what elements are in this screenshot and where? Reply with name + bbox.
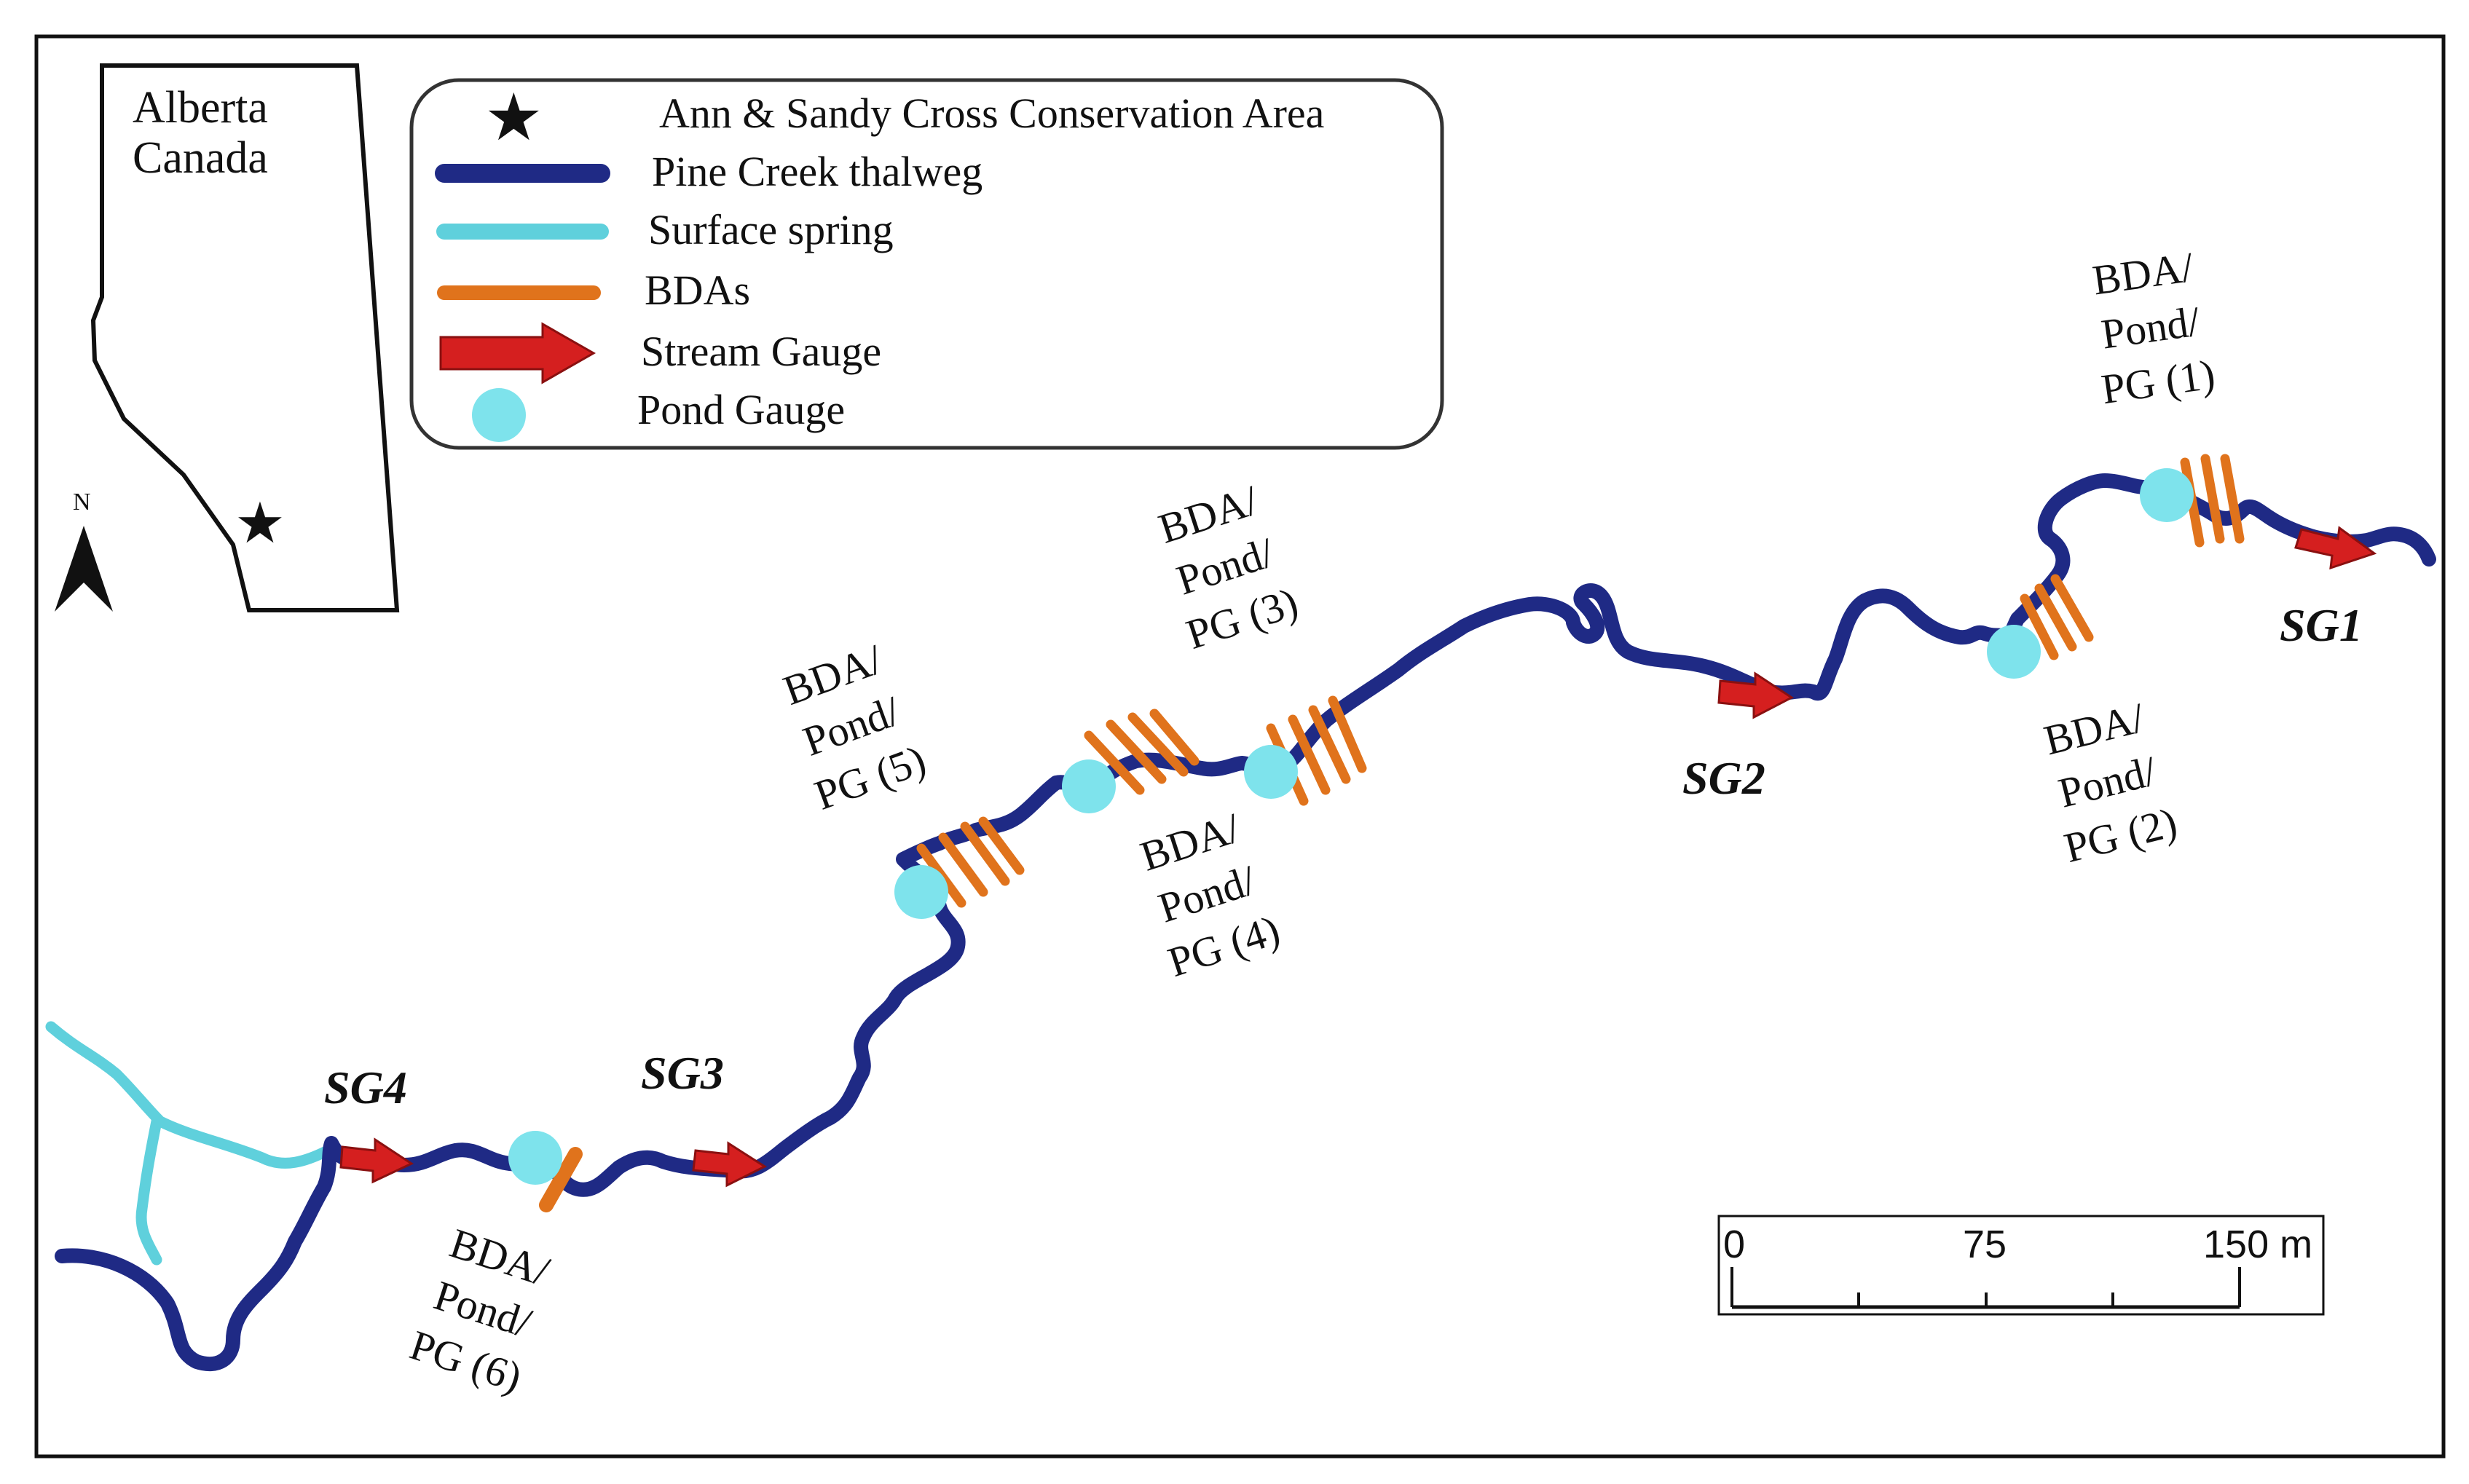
pond-gauge-5	[894, 865, 948, 919]
legend-label-4: Stream Gauge	[641, 328, 881, 375]
pond-gauge-3	[1244, 745, 1298, 799]
sg-label-1: SG1	[2280, 599, 2363, 651]
inset-map: Alberta Canada ★	[90, 63, 400, 612]
pond-gauges	[508, 468, 2194, 1185]
stream-gauge-arrow-sg3	[692, 1141, 768, 1188]
legend-label-5: Pond Gauge	[637, 386, 845, 433]
pond-gauge-2	[1987, 625, 2041, 679]
legend-box	[409, 78, 1444, 450]
bda-structure-6	[539, 1147, 583, 1212]
legend-circle-icon	[472, 388, 526, 442]
legend-label-2: Surface spring	[648, 206, 894, 253]
bda-structure-4	[1084, 709, 1200, 795]
star-icon: ★	[235, 491, 286, 555]
inset-country-label: Canada	[133, 133, 268, 183]
surface-spring	[45, 1021, 334, 1266]
north-arrow: N	[55, 489, 113, 612]
sg-label-4: SG4	[324, 1062, 407, 1113]
sg-label-3: SG3	[641, 1047, 724, 1099]
legend-label-3: BDAs	[645, 267, 750, 314]
stream-gauge-labels: SG1 SG2 SG3 SG4	[324, 599, 2363, 1113]
pond-gauge-6	[508, 1131, 562, 1185]
stream-gauge-arrows	[339, 526, 2377, 1188]
pond-gauge-4	[1062, 759, 1116, 813]
legend-star-icon: ★	[484, 82, 543, 154]
bda-structure-2	[2020, 574, 2094, 660]
north-arrow-icon	[55, 526, 113, 612]
pine-creek-thalweg	[55, 473, 2436, 1372]
scale-tick-0: 0	[1723, 1223, 1745, 1266]
spring-branch-lower	[135, 1116, 162, 1266]
alberta-outline	[90, 63, 400, 612]
sg-label-2: SG2	[1682, 752, 1765, 804]
stream-gauge-arrow-sg2	[1717, 671, 1794, 719]
scale-tick-150: 150 m	[2203, 1223, 2312, 1266]
stream-gauge-arrow-sg4	[339, 1137, 414, 1184]
legend-label-0: Ann & Sandy Cross Conservation Area	[659, 90, 1324, 137]
pond-gauge-1	[2140, 468, 2194, 522]
north-label: N	[73, 489, 91, 516]
scale-bar: 0 75 150 m	[1717, 1215, 2325, 1316]
scale-tick-75: 75	[1963, 1223, 2007, 1266]
legend: ★ Ann & Sandy Cross Conservation Area Pi…	[409, 78, 1444, 450]
legend-arrow-icon	[439, 322, 596, 384]
legend-label-1: Pine Creek thalweg	[652, 148, 983, 195]
scale-bar-box	[1717, 1215, 2325, 1316]
stream-gauge-arrow-sg1	[2294, 526, 2377, 570]
inset-region-label: Alberta	[133, 83, 268, 133]
